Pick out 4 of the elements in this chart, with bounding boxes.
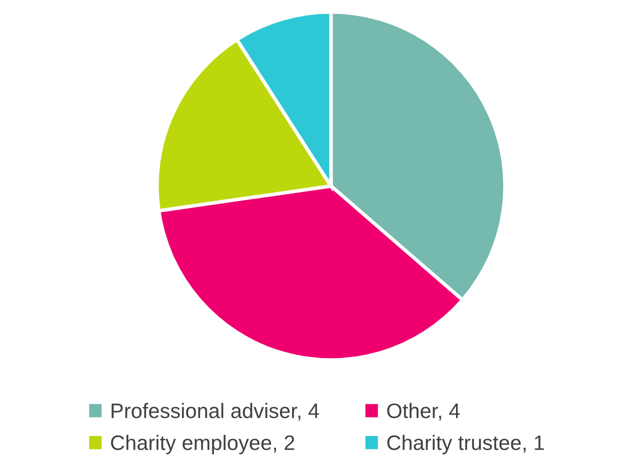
legend-label: Professional adviser, 4: [112, 402, 319, 421]
legend-label: Charity trustee, 1: [387, 434, 544, 454]
legend-label: Other, 4: [387, 402, 460, 421]
legend-label: Charity employee, 2: [111, 434, 294, 454]
